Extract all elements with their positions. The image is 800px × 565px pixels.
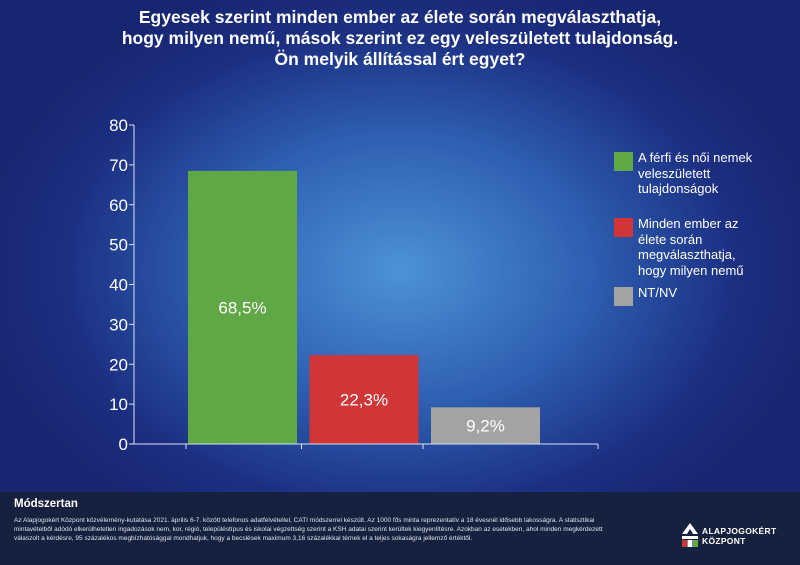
bar-chart: 0 10 20 30 40 50 60 70 80 68,5% 22,3% 9,2% — [109, 116, 599, 454]
methodology-title: Módszertan — [14, 498, 78, 510]
legend-label: Minden ember az élete során megválasztha… — [638, 216, 744, 278]
y-tick-label: 80 — [109, 116, 128, 135]
footer: Módszertan Az Alapjogokért Központ közvé… — [0, 492, 800, 565]
y-tick-label: 70 — [109, 156, 128, 175]
x-axis — [134, 443, 599, 449]
alapjogokert-kozpont-logo: ALAPJOGOKÉRT KÖZPONT — [676, 518, 791, 554]
bar-3 — [431, 407, 540, 444]
logo-text-line2: KÖZPONT — [702, 536, 746, 546]
legend-swatch — [614, 287, 633, 306]
y-tick-label: 40 — [109, 276, 128, 295]
legend-label: NT/NV — [638, 285, 677, 300]
bar-1 — [188, 170, 297, 444]
logo-text: ALAPJOGOKÉRT KÖZPONT — [702, 526, 776, 546]
bar-data-label: 22,3% — [340, 391, 388, 410]
bar-2 — [309, 355, 419, 444]
chart-title: Egyesek szerint minden ember az élete so… — [121, 7, 679, 69]
legend-swatch — [614, 152, 633, 171]
logo-mark-icon — [682, 523, 698, 547]
y-tick-label: 30 — [109, 315, 128, 334]
y-tick-label: 0 — [119, 435, 128, 454]
y-tick-label: 60 — [109, 196, 128, 215]
bars-group: 68,5% 22,3% 9,2% — [188, 170, 540, 444]
bar-data-label: 68,5% — [218, 298, 266, 317]
legend-label: A férfi és női nemek veleszületett tulaj… — [638, 150, 753, 196]
bar-data-label: 9,2% — [466, 417, 505, 436]
logo-text-line1: ALAPJOGOKÉRT — [702, 526, 777, 536]
legend-swatch — [614, 218, 633, 237]
y-axis: 0 10 20 30 40 50 60 70 80 — [109, 116, 135, 454]
methodology-text: Az Alapjogokért Központ közvélemény-kuta… — [14, 517, 603, 542]
y-tick-label: 20 — [109, 355, 128, 374]
y-tick-label: 10 — [109, 395, 128, 414]
y-tick-label: 50 — [109, 236, 128, 255]
